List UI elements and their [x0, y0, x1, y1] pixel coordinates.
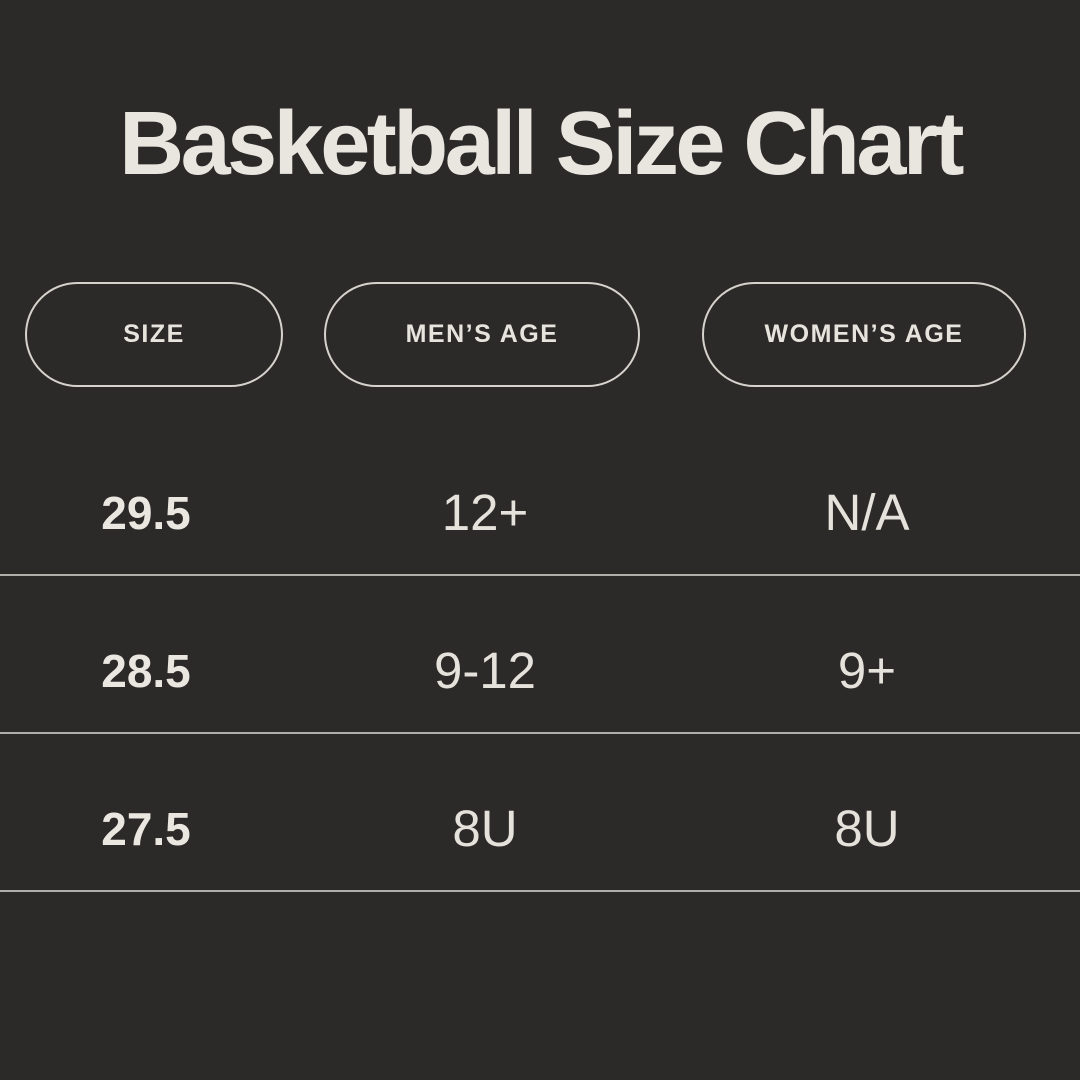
mens-age-value: 12+	[441, 484, 529, 542]
page-title: Basketball Size Chart	[119, 94, 964, 194]
table-row: 27.5 8U 8U	[0, 734, 1080, 892]
table-row: 29.5 12+ N/A	[0, 418, 1080, 576]
column-header-mens-age-label: MEN’S AGE	[405, 319, 559, 348]
size-value: 27.5	[101, 802, 191, 855]
mens-age-value: 9-12	[433, 642, 537, 700]
column-header-womens-age: WOMEN’S AGE	[702, 281, 1026, 387]
size-table: 29.5 12+ N/A 28.5 9-12 9+ 27.5 8U 8U	[0, 418, 1080, 892]
womens-age-value: 8U	[834, 800, 900, 858]
womens-age-value: N/A	[824, 484, 910, 542]
column-header-womens-age-label: WOMEN’S AGE	[764, 319, 964, 348]
table-header-row: SIZE MEN’S AGE WOMEN’S AGE	[0, 281, 1080, 387]
womens-age-value: 9+	[837, 642, 897, 700]
column-header-size: SIZE	[25, 281, 283, 387]
size-value: 28.5	[101, 644, 191, 697]
column-header-mens-age: MEN’S AGE	[324, 281, 640, 387]
table-row: 28.5 9-12 9+	[0, 576, 1080, 734]
size-value: 29.5	[101, 486, 191, 539]
column-header-size-label: SIZE	[123, 319, 185, 348]
mens-age-value: 8U	[452, 800, 518, 858]
